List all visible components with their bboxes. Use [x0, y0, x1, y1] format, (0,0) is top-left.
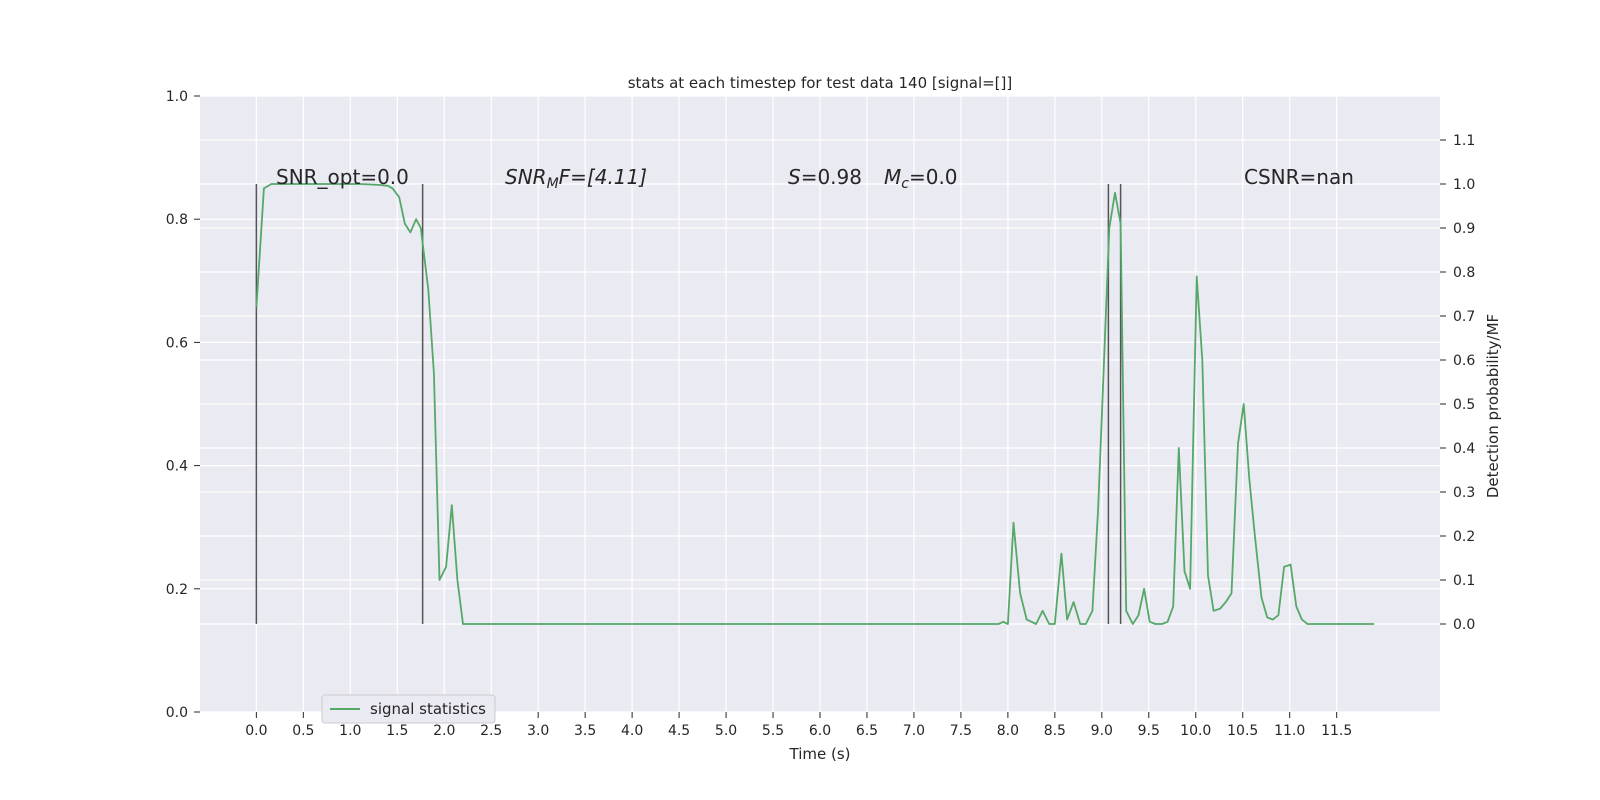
x-tick-label: 1.0	[339, 723, 361, 739]
annotation-snr-mf-suffix-f: F=[4.11]	[559, 165, 647, 189]
y2-tick-label: 1.1	[1453, 133, 1475, 149]
annotation-s-prefix: S	[788, 165, 801, 189]
y2-tick-label: 0.0	[1453, 617, 1475, 633]
x-axis-label: Time (s)	[789, 745, 851, 763]
y-tick-label: 0.8	[166, 212, 188, 228]
annotation-csnr: CSNR=nan	[1244, 165, 1354, 189]
x-tick-label: 10.5	[1227, 723, 1258, 739]
annotation-mc-sub: c	[901, 176, 909, 192]
y2-axis-label: Detection probability/MF	[1484, 314, 1502, 498]
series-layer	[255, 183, 1375, 625]
y2-tick-label: 0.1	[1453, 573, 1475, 589]
grid	[200, 95, 1440, 713]
annotation-s: S=0.98	[788, 165, 862, 189]
y2-tick-label: 0.4	[1453, 441, 1475, 457]
x-tick-label: 2.0	[433, 723, 455, 739]
x-tick-label: 3.0	[527, 723, 549, 739]
x-tick-label: 4.5	[668, 723, 690, 739]
y2-tick-label: 1.0	[1453, 177, 1475, 193]
y2-tick-label: 0.6	[1453, 353, 1475, 369]
y2-tick-label: 0.9	[1453, 221, 1475, 237]
x-axis-ticks: 0.0 0.5 1.0 1.5 2.0 2.5 3.0 3.5 4.0 4.5 5.0 5.5 6.0 6…	[245, 712, 1352, 739]
annotation-mc-suffix: =0.0	[909, 165, 958, 189]
y-axis-ticks: 0.0 0.2 0.4 0.6 0.8 1.0	[166, 89, 200, 721]
legend: signal statistics	[321, 694, 496, 724]
x-tick-label: 4.0	[621, 723, 643, 739]
annotation-mc: Mc=0.0	[884, 165, 958, 192]
annotation-snr-mf-prefix: SNR	[505, 165, 547, 189]
y2-tick-label: 0.8	[1453, 265, 1475, 281]
x-tick-label: 6.0	[809, 723, 831, 739]
y-tick-label: 0.6	[166, 335, 188, 351]
annotation-s-suffix: =0.98	[801, 165, 862, 189]
x-tick-label: 0.0	[245, 723, 267, 739]
x-tick-label: 11.5	[1321, 723, 1352, 739]
annotation-mc-prefix: M	[884, 165, 901, 189]
x-tick-label: 7.0	[903, 723, 925, 739]
x-tick-label: 11.0	[1274, 723, 1305, 739]
y-tick-label: 0.4	[166, 459, 188, 475]
y2-axis-ticks: 0.0 0.1 0.2 0.3 0.4 0.5 0.6 0.7 0.8 0.9 1.0 1.1	[1440, 133, 1475, 633]
x-tick-label: 7.5	[950, 723, 972, 739]
x-tick-label: 5.0	[715, 723, 737, 739]
annotation-snr-mf-sub: M	[547, 176, 559, 192]
x-tick-label: 2.5	[480, 723, 502, 739]
series-line-signal-statistics	[255, 183, 1375, 625]
x-tick-label: 9.5	[1138, 723, 1160, 739]
y2-tick-label: 0.3	[1453, 485, 1475, 501]
annotation-snr-opt: SNR_opt=0.0	[276, 165, 409, 189]
legend-box	[321, 694, 496, 724]
x-tick-label: 3.5	[574, 723, 596, 739]
x-tick-label: 8.5	[1044, 723, 1066, 739]
y-tick-label: 1.0	[166, 89, 188, 105]
x-tick-label: 6.5	[856, 723, 878, 739]
y-tick-label: 0.2	[166, 582, 188, 598]
annotation-snr-mf: SNRMF=[4.11]	[505, 165, 647, 192]
y-tick-label: 0.0	[166, 705, 188, 721]
y2-tick-label: 0.5	[1453, 397, 1475, 413]
x-tick-label: 10.0	[1180, 723, 1211, 739]
x-tick-label: 5.5	[762, 723, 784, 739]
x-tick-label: 1.5	[386, 723, 408, 739]
legend-label: signal statistics	[370, 700, 486, 718]
x-tick-label: 8.0	[997, 723, 1019, 739]
x-tick-label: 9.0	[1091, 723, 1113, 739]
chart-title: stats at each timestep for test data 140…	[628, 74, 1013, 92]
y2-tick-label: 0.2	[1453, 529, 1475, 545]
x-tick-label: 0.5	[292, 723, 314, 739]
y2-tick-label: 0.7	[1453, 309, 1475, 325]
